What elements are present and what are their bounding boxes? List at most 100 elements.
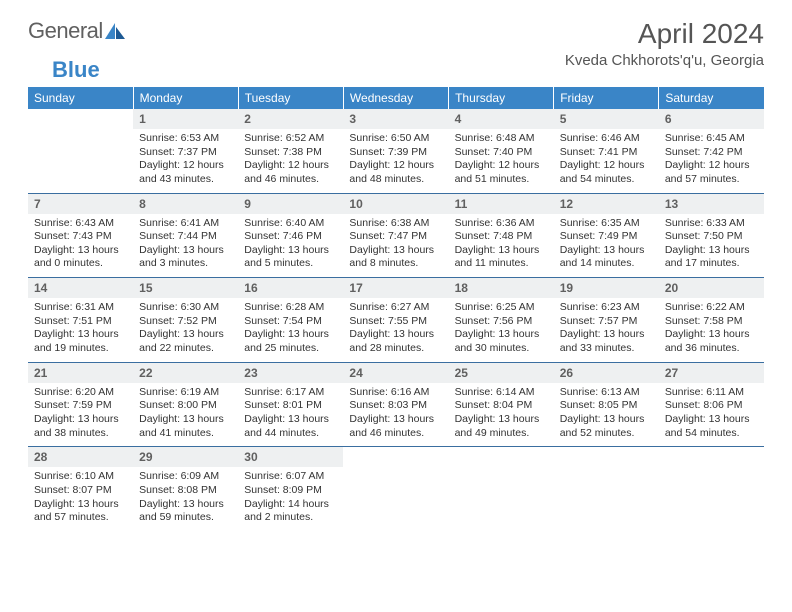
sunrise-line: Sunrise: 6:23 AM bbox=[560, 301, 653, 315]
daylight-line: Daylight: 13 hours and 49 minutes. bbox=[455, 413, 548, 440]
sunrise-line: Sunrise: 6:17 AM bbox=[244, 386, 337, 400]
day-body: Sunrise: 6:45 AMSunset: 7:42 PMDaylight:… bbox=[659, 129, 764, 193]
sunset-line: Sunset: 7:58 PM bbox=[665, 315, 758, 329]
sunset-line: Sunset: 7:51 PM bbox=[34, 315, 127, 329]
daylight-line: Daylight: 13 hours and 5 minutes. bbox=[244, 244, 337, 271]
day-body: Sunrise: 6:27 AMSunset: 7:55 PMDaylight:… bbox=[343, 298, 448, 362]
weekday-row: SundayMondayTuesdayWednesdayThursdayFrid… bbox=[28, 87, 764, 109]
calendar-cell: 22Sunrise: 6:19 AMSunset: 8:00 PMDayligh… bbox=[133, 362, 238, 447]
sunset-line: Sunset: 7:56 PM bbox=[455, 315, 548, 329]
calendar-cell: 10Sunrise: 6:38 AMSunset: 7:47 PMDayligh… bbox=[343, 193, 448, 278]
calendar-cell: . bbox=[449, 447, 554, 531]
sunrise-line: Sunrise: 6:36 AM bbox=[455, 217, 548, 231]
calendar-cell: 13Sunrise: 6:33 AMSunset: 7:50 PMDayligh… bbox=[659, 193, 764, 278]
day-number: 27 bbox=[659, 363, 764, 383]
sunset-line: Sunset: 8:03 PM bbox=[349, 399, 442, 413]
weekday-header: Friday bbox=[554, 87, 659, 109]
day-number: 29 bbox=[133, 447, 238, 467]
sunset-line: Sunset: 7:43 PM bbox=[34, 230, 127, 244]
daylight-line: Daylight: 13 hours and 30 minutes. bbox=[455, 328, 548, 355]
sunrise-line: Sunrise: 6:40 AM bbox=[244, 217, 337, 231]
day-number: 8 bbox=[133, 194, 238, 214]
calendar-cell: 4Sunrise: 6:48 AMSunset: 7:40 PMDaylight… bbox=[449, 109, 554, 193]
day-number: 25 bbox=[449, 363, 554, 383]
sunset-line: Sunset: 7:59 PM bbox=[34, 399, 127, 413]
daylight-line: Daylight: 13 hours and 33 minutes. bbox=[560, 328, 653, 355]
sunset-line: Sunset: 7:38 PM bbox=[244, 146, 337, 160]
day-body: Sunrise: 6:22 AMSunset: 7:58 PMDaylight:… bbox=[659, 298, 764, 362]
weekday-header: Monday bbox=[133, 87, 238, 109]
day-body: Sunrise: 6:28 AMSunset: 7:54 PMDaylight:… bbox=[238, 298, 343, 362]
sunset-line: Sunset: 7:48 PM bbox=[455, 230, 548, 244]
day-body: Sunrise: 6:33 AMSunset: 7:50 PMDaylight:… bbox=[659, 214, 764, 278]
day-body: Sunrise: 6:43 AMSunset: 7:43 PMDaylight:… bbox=[28, 214, 133, 278]
day-body: Sunrise: 6:11 AMSunset: 8:06 PMDaylight:… bbox=[659, 383, 764, 447]
day-body: Sunrise: 6:48 AMSunset: 7:40 PMDaylight:… bbox=[449, 129, 554, 193]
sunrise-line: Sunrise: 6:31 AM bbox=[34, 301, 127, 315]
day-number: 14 bbox=[28, 278, 133, 298]
daylight-line: Daylight: 12 hours and 57 minutes. bbox=[665, 159, 758, 186]
sunset-line: Sunset: 8:05 PM bbox=[560, 399, 653, 413]
day-body: Sunrise: 6:16 AMSunset: 8:03 PMDaylight:… bbox=[343, 383, 448, 447]
calendar-cell: . bbox=[659, 447, 764, 531]
calendar-cell: 8Sunrise: 6:41 AMSunset: 7:44 PMDaylight… bbox=[133, 193, 238, 278]
day-body: Sunrise: 6:23 AMSunset: 7:57 PMDaylight:… bbox=[554, 298, 659, 362]
sunset-line: Sunset: 8:06 PM bbox=[665, 399, 758, 413]
daylight-line: Daylight: 14 hours and 2 minutes. bbox=[244, 498, 337, 525]
day-body: Sunrise: 6:50 AMSunset: 7:39 PMDaylight:… bbox=[343, 129, 448, 193]
sunset-line: Sunset: 8:07 PM bbox=[34, 484, 127, 498]
daylight-line: Daylight: 12 hours and 46 minutes. bbox=[244, 159, 337, 186]
day-body: Sunrise: 6:07 AMSunset: 8:09 PMDaylight:… bbox=[238, 467, 343, 531]
calendar-row: 14 Sunrise: 6:31 AMSunset: 7:51 PM Dayligh… bbox=[28, 278, 764, 363]
sunrise-line: Sunrise: 6:50 AM bbox=[349, 132, 442, 146]
sunrise-line: Sunrise: 6:30 AM bbox=[139, 301, 232, 315]
calendar-cell: . bbox=[343, 447, 448, 531]
day-body: Sunrise: 6:25 AMSunset: 7:56 PMDaylight:… bbox=[449, 298, 554, 362]
day-number: 19 bbox=[554, 278, 659, 298]
day-body: Sunrise: 6:20 AMSunset: 7:59 PMDaylight:… bbox=[28, 383, 133, 447]
sunrise-line: Sunrise: 6:43 AM bbox=[34, 217, 127, 231]
sunrise-line: Sunrise: 6:46 AM bbox=[560, 132, 653, 146]
day-body: Sunrise: 6:14 AMSunset: 8:04 PMDaylight:… bbox=[449, 383, 554, 447]
daylight-line: Daylight: 12 hours and 43 minutes. bbox=[139, 159, 232, 186]
daylight-line: Daylight: 13 hours and 36 minutes. bbox=[665, 328, 758, 355]
calendar-cell: 6Sunrise: 6:45 AMSunset: 7:42 PMDaylight… bbox=[659, 109, 764, 193]
weekday-header: Saturday bbox=[659, 87, 764, 109]
day-number: 5 bbox=[554, 109, 659, 129]
day-number: 2 bbox=[238, 109, 343, 129]
sunrise-line: Sunrise: 6:20 AM bbox=[34, 386, 127, 400]
calendar-row: 7Sunrise: 6:43 AMSunset: 7:43 PMDaylight… bbox=[28, 193, 764, 278]
weekday-header: Thursday bbox=[449, 87, 554, 109]
calendar-cell: 18Sunrise: 6:25 AMSunset: 7:56 PMDayligh… bbox=[449, 278, 554, 363]
sunrise-line: Sunrise: 6:45 AM bbox=[665, 132, 758, 146]
day-body: Sunrise: 6:19 AMSunset: 8:00 PMDaylight:… bbox=[133, 383, 238, 447]
day-number: 28 bbox=[28, 447, 133, 467]
daylight-line: Daylight: 12 hours and 48 minutes. bbox=[349, 159, 442, 186]
day-number: 24 bbox=[343, 363, 448, 383]
sunset-line: Sunset: 8:01 PM bbox=[244, 399, 337, 413]
sunrise-line: Sunrise: 6:25 AM bbox=[455, 301, 548, 315]
sunset-line: Sunset: 7:46 PM bbox=[244, 230, 337, 244]
sunset-line: Sunset: 7:37 PM bbox=[139, 146, 232, 160]
day-number: 15 bbox=[133, 278, 238, 298]
daylight-line: Daylight: 13 hours and 38 minutes. bbox=[34, 413, 127, 440]
sunrise-line: Sunrise: 6:27 AM bbox=[349, 301, 442, 315]
day-number: 21 bbox=[28, 363, 133, 383]
calendar-cell: 7Sunrise: 6:43 AMSunset: 7:43 PMDaylight… bbox=[28, 193, 133, 278]
daylight-line: Daylight: 13 hours and 3 minutes. bbox=[139, 244, 232, 271]
calendar-page: General April 2024 Kveda Chkhorots'q'u, … bbox=[0, 0, 792, 549]
calendar-cell: 16Sunrise: 6:28 AMSunset: 7:54 PMDayligh… bbox=[238, 278, 343, 363]
day-body: Sunrise: 6:53 AMSunset: 7:37 PMDaylight:… bbox=[133, 129, 238, 193]
daylight-line: Daylight: 13 hours and 22 minutes. bbox=[139, 328, 232, 355]
calendar-cell: 12Sunrise: 6:35 AMSunset: 7:49 PMDayligh… bbox=[554, 193, 659, 278]
sunset-line: Sunset: 7:50 PM bbox=[665, 230, 758, 244]
sunrise-line: Sunrise: 6:14 AM bbox=[455, 386, 548, 400]
sunrise-line: Sunrise: 6:38 AM bbox=[349, 217, 442, 231]
calendar-table: SundayMondayTuesdayWednesdayThursdayFrid… bbox=[28, 87, 764, 531]
daylight-line: Daylight: 13 hours and 14 minutes. bbox=[560, 244, 653, 271]
calendar-cell: 11Sunrise: 6:36 AMSunset: 7:48 PMDayligh… bbox=[449, 193, 554, 278]
calendar-cell: 25Sunrise: 6:14 AMSunset: 8:04 PMDayligh… bbox=[449, 362, 554, 447]
sunset-line: Sunset: 7:54 PM bbox=[244, 315, 337, 329]
calendar-body: .1Sunrise: 6:53 AMSunset: 7:37 PMDayligh… bbox=[28, 109, 764, 531]
daylight-line: Daylight: 12 hours and 54 minutes. bbox=[560, 159, 653, 186]
